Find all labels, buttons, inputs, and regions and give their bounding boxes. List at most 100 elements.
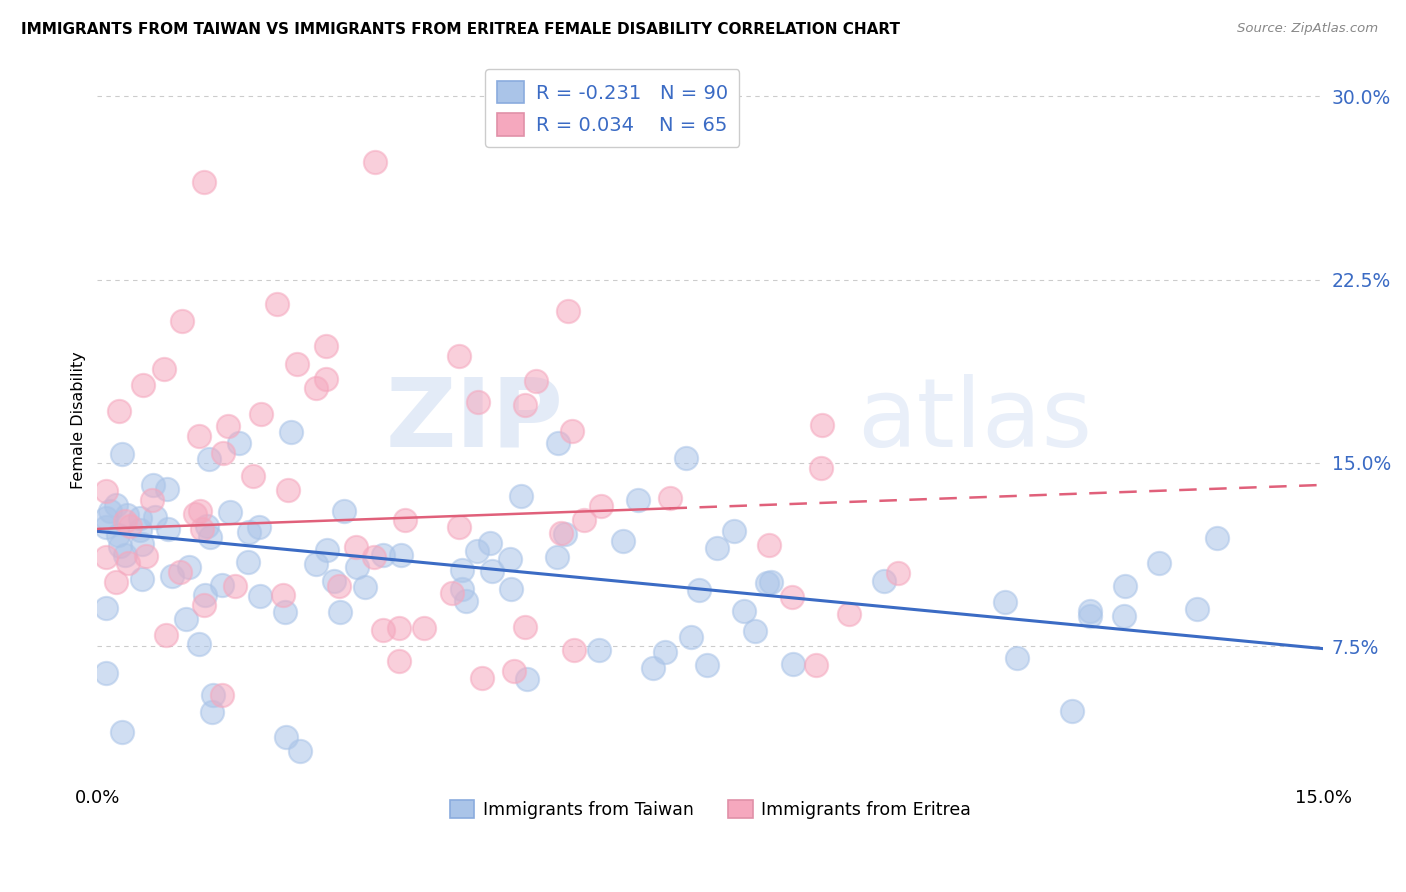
Point — [198, 531, 221, 545]
Point — [344, 540, 367, 554]
Legend: Immigrants from Taiwan, Immigrants from Eritrea: Immigrants from Taiwan, Immigrants from … — [443, 793, 979, 826]
Point — [170, 314, 193, 328]
Point — [572, 513, 595, 527]
Point — [211, 688, 233, 702]
Point — [744, 624, 766, 638]
Point — [228, 436, 250, 450]
Point — [111, 724, 134, 739]
Point — [211, 578, 233, 592]
Point — [218, 505, 240, 519]
Point — [191, 522, 214, 536]
Point — [128, 510, 150, 524]
Point — [550, 525, 572, 540]
Point — [198, 452, 221, 467]
Point — [546, 549, 568, 564]
Point — [333, 504, 356, 518]
Point — [467, 395, 489, 409]
Point — [547, 436, 569, 450]
Point — [688, 583, 710, 598]
Point — [675, 450, 697, 465]
Point — [131, 537, 153, 551]
Point — [1078, 609, 1101, 624]
Point — [141, 492, 163, 507]
Point — [627, 492, 650, 507]
Point — [503, 664, 526, 678]
Point — [329, 605, 352, 619]
Point — [354, 581, 377, 595]
Point — [274, 730, 297, 744]
Point — [328, 579, 350, 593]
Point — [804, 658, 827, 673]
Point — [177, 560, 200, 574]
Point — [224, 579, 246, 593]
Y-axis label: Female Disability: Female Disability — [72, 351, 86, 489]
Point — [478, 536, 501, 550]
Point — [499, 582, 522, 597]
Point — [465, 544, 488, 558]
Point — [266, 297, 288, 311]
Text: atlas: atlas — [858, 374, 1092, 467]
Point — [346, 559, 368, 574]
Point — [111, 447, 134, 461]
Point — [194, 588, 217, 602]
Point — [242, 469, 264, 483]
Point — [157, 522, 180, 536]
Point — [250, 407, 273, 421]
Point — [135, 549, 157, 563]
Point — [643, 661, 665, 675]
Point — [94, 483, 117, 498]
Point — [271, 589, 294, 603]
Point — [212, 446, 235, 460]
Point — [117, 556, 139, 570]
Point — [659, 491, 682, 505]
Point — [94, 520, 117, 534]
Point — [98, 504, 121, 518]
Point — [107, 528, 129, 542]
Point — [513, 620, 536, 634]
Point — [305, 557, 328, 571]
Point — [440, 585, 463, 599]
Point — [305, 380, 328, 394]
Point — [94, 665, 117, 680]
Point — [128, 523, 150, 537]
Point — [516, 673, 538, 687]
Point — [288, 744, 311, 758]
Point — [193, 598, 215, 612]
Point — [780, 591, 803, 605]
Point — [131, 378, 153, 392]
Point — [107, 404, 129, 418]
Point — [202, 688, 225, 702]
Point — [114, 548, 136, 562]
Point — [588, 643, 610, 657]
Point — [110, 539, 132, 553]
Point — [887, 566, 910, 580]
Point — [1062, 704, 1084, 718]
Point — [249, 590, 271, 604]
Point — [562, 642, 585, 657]
Point — [681, 630, 703, 644]
Text: ZIP: ZIP — [385, 374, 564, 467]
Point — [174, 611, 197, 625]
Point — [1114, 579, 1136, 593]
Point — [612, 534, 634, 549]
Point — [810, 418, 832, 433]
Point — [1080, 604, 1102, 618]
Point — [104, 499, 127, 513]
Point — [153, 361, 176, 376]
Point — [1112, 608, 1135, 623]
Point — [873, 574, 896, 589]
Point — [481, 564, 503, 578]
Point — [589, 499, 612, 513]
Point — [197, 519, 219, 533]
Point — [193, 175, 215, 189]
Point — [388, 654, 411, 668]
Point — [413, 621, 436, 635]
Point — [156, 482, 179, 496]
Point — [160, 569, 183, 583]
Point — [131, 572, 153, 586]
Point — [810, 461, 832, 475]
Point — [238, 524, 260, 539]
Point — [184, 508, 207, 522]
Point — [315, 372, 337, 386]
Point — [391, 548, 413, 562]
